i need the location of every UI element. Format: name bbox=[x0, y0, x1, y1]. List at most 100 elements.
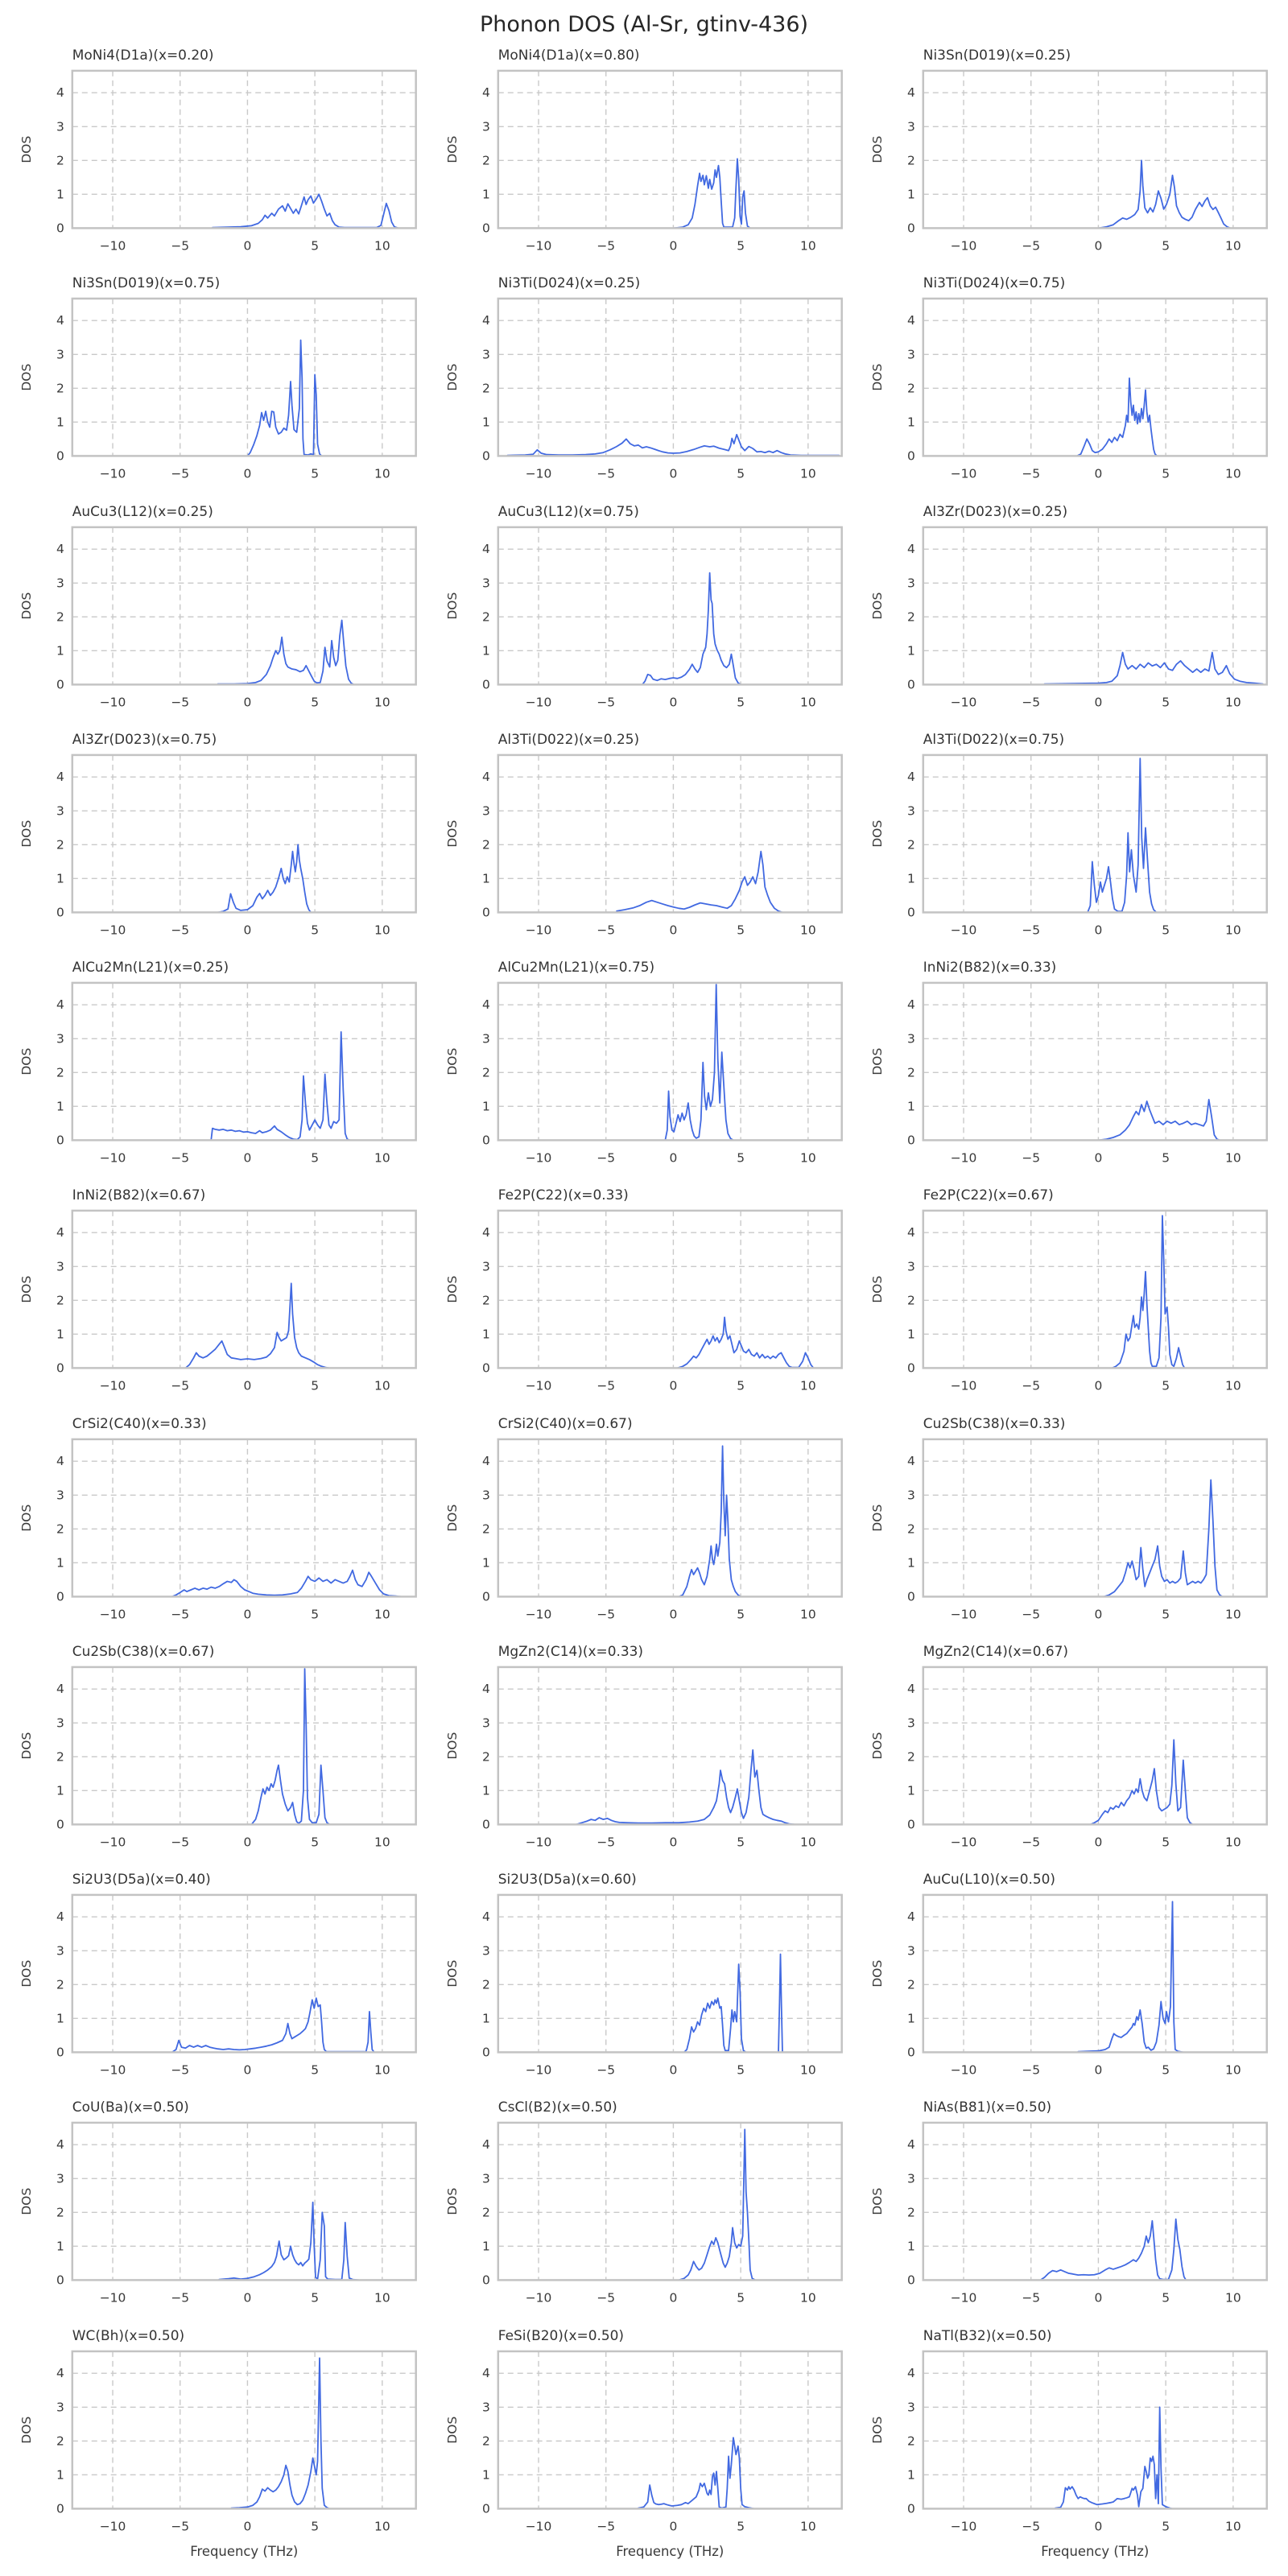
y-tick-label: 1 bbox=[907, 187, 915, 201]
x-tick-label: −10 bbox=[951, 695, 977, 709]
y-tick-label: 0 bbox=[482, 2501, 490, 2516]
x-tick-label: −10 bbox=[951, 1379, 977, 1393]
y-tick-label: 2 bbox=[482, 1294, 490, 1308]
axes-spines bbox=[922, 981, 1269, 1141]
x-tick-label: −10 bbox=[100, 467, 126, 481]
subplot-title: Fe2P(C22)(x=0.33) bbox=[497, 1187, 628, 1203]
x-tick-label: −5 bbox=[597, 238, 615, 253]
x-tick-label: 5 bbox=[1162, 2519, 1170, 2533]
x-tick-label: −10 bbox=[100, 2519, 126, 2533]
dos-plot: WC(Bh)(x=0.50) −10 −5 0 5 10 0 1 2 3 4 DOS Frequency… bbox=[19, 2327, 417, 2559]
y-tick-label: 0 bbox=[907, 2046, 915, 2060]
y-tick-label: 4 bbox=[56, 2366, 64, 2380]
y-tick-label: 0 bbox=[482, 2046, 490, 2060]
x-tick-label: −5 bbox=[1022, 467, 1041, 481]
y-tick-label: 3 bbox=[56, 1943, 64, 1958]
y-tick-label: 0 bbox=[482, 1589, 490, 1604]
subplot-al3zr-d023-x-0-25: Al3Zr(D023)(x=0.25) −10 −5 0 5 10 0 1 2 3 4 DOS bbox=[862, 498, 1277, 726]
x-tick-label: 5 bbox=[311, 2062, 319, 2077]
y-tick-label: 4 bbox=[482, 2366, 490, 2380]
x-tick-label: 5 bbox=[311, 2291, 319, 2306]
y-tick-label: 1 bbox=[56, 1327, 64, 1342]
x-tick-label: 5 bbox=[737, 2519, 745, 2533]
y-axis-label: DOS bbox=[445, 1504, 460, 1531]
x-axis-label: Frequency (THz) bbox=[190, 2544, 298, 2559]
subplot-aucu3-l12-x-0-25: AuCu3(L12)(x=0.25) −10 −5 0 5 10 0 1 2 3 4 DOS bbox=[11, 498, 426, 726]
x-tick-label: 5 bbox=[1162, 238, 1170, 253]
dos-plot: Ni3Sn(D019)(x=0.75) −10 −5 0 5 10 0 1 2 3 4 DOS bbox=[19, 275, 417, 481]
y-tick-label: 2 bbox=[907, 1294, 915, 1308]
x-tick-label: −5 bbox=[1022, 2519, 1041, 2533]
subplot-al3ti-d022-x-0-25: Al3Ti(D022)(x=0.25) −10 −5 0 5 10 0 1 2 3 4 DOS bbox=[437, 726, 852, 954]
y-tick-label: 2 bbox=[482, 837, 490, 852]
axes-spines bbox=[922, 1438, 1269, 1598]
subplot-title: CrSi2(C40)(x=0.33) bbox=[72, 1415, 207, 1431]
y-tick-label: 1 bbox=[482, 2011, 490, 2025]
y-tick-label: 4 bbox=[482, 2138, 490, 2153]
x-tick-label: 10 bbox=[800, 1150, 816, 1165]
x-tick-label: −10 bbox=[100, 238, 126, 253]
y-tick-label: 4 bbox=[56, 1226, 64, 1241]
x-tick-label: 10 bbox=[800, 1607, 816, 1621]
y-tick-label: 4 bbox=[482, 542, 490, 556]
y-axis-label: DOS bbox=[445, 136, 460, 163]
x-tick-label: 0 bbox=[244, 2291, 252, 2306]
x-tick-label: 0 bbox=[244, 1150, 252, 1165]
dos-curve bbox=[1039, 2219, 1187, 2281]
dos-curve bbox=[250, 1667, 331, 1826]
y-tick-label: 3 bbox=[907, 119, 915, 134]
x-tick-label: 5 bbox=[1162, 923, 1170, 937]
y-tick-label: 2 bbox=[482, 1521, 490, 1536]
dos-curve bbox=[184, 1282, 331, 1369]
y-axis-label: DOS bbox=[445, 1732, 460, 1760]
axes-spines bbox=[922, 753, 1269, 914]
y-tick-label: 1 bbox=[56, 2011, 64, 2025]
x-tick-label: 5 bbox=[737, 923, 745, 937]
y-tick-label: 4 bbox=[56, 2138, 64, 2153]
x-tick-label: 0 bbox=[1095, 238, 1103, 253]
x-tick-label: −10 bbox=[525, 1379, 551, 1393]
axes-spines bbox=[922, 1209, 1269, 1369]
y-axis-label: DOS bbox=[19, 592, 34, 619]
x-tick-label: −10 bbox=[951, 1607, 977, 1621]
x-tick-label: −10 bbox=[525, 1607, 551, 1621]
y-tick-label: 0 bbox=[482, 1361, 490, 1376]
dos-plot: AuCu(L10)(x=0.50) −10 −5 0 5 10 0 1 2 3 4 DOS bbox=[870, 1871, 1269, 2077]
y-axis-label: DOS bbox=[870, 1960, 885, 1988]
y-tick-label: 3 bbox=[482, 1943, 490, 1958]
y-tick-label: 3 bbox=[482, 1488, 490, 1502]
x-tick-label: 10 bbox=[800, 1379, 816, 1393]
y-tick-label: 0 bbox=[482, 905, 490, 919]
y-tick-label: 1 bbox=[907, 1099, 915, 1113]
subplot-inni2-b82-x-0-33: InNi2(B82)(x=0.33) −10 −5 0 5 10 0 1 2 3 4 DOS bbox=[862, 954, 1277, 1182]
x-tick-label: 0 bbox=[669, 1150, 677, 1165]
y-tick-label: 4 bbox=[56, 997, 64, 1012]
y-axis-label: DOS bbox=[870, 2416, 885, 2443]
y-tick-label: 2 bbox=[56, 609, 64, 624]
subplot-al3zr-d023-x-0-75: Al3Zr(D023)(x=0.75) −10 −5 0 5 10 0 1 2 3 4 DOS bbox=[11, 726, 426, 954]
y-tick-label: 3 bbox=[56, 1031, 64, 1046]
dos-plot: MgZn2(C14)(x=0.67) −10 −5 0 5 10 0 1 2 3 4 DOS bbox=[870, 1643, 1269, 1849]
subplot-alcu2mn-l21-x-0-75: AlCu2Mn(L21)(x=0.75) −10 −5 0 5 10 0 1 2 3 4 DOS bbox=[437, 954, 852, 1182]
axes-spines bbox=[497, 1666, 843, 1826]
subplot-inni2-b82-x-0-67: InNi2(B82)(x=0.67) −10 −5 0 5 10 0 1 2 3 4 DOS bbox=[11, 1182, 426, 1410]
subplot-title: Cu2Sb(C38)(x=0.33) bbox=[923, 1415, 1066, 1431]
y-axis-label: DOS bbox=[445, 1960, 460, 1988]
dos-curve bbox=[1076, 378, 1158, 457]
y-tick-label: 3 bbox=[482, 1715, 490, 1730]
subplot-cscl-b2-x-0-50: CsCl(B2)(x=0.50) −10 −5 0 5 10 0 1 2 3 4 DOS bbox=[437, 2094, 852, 2322]
dos-curve bbox=[171, 1997, 375, 2054]
dos-plot: MoNi4(D1a)(x=0.20) −10 −5 0 5 10 0 1 2 3 4 DOS bbox=[19, 47, 417, 253]
x-tick-label: 5 bbox=[737, 238, 745, 253]
y-tick-label: 2 bbox=[907, 2206, 915, 2220]
subplot-mgzn2-c14-x-0-33: MgZn2(C14)(x=0.33) −10 −5 0 5 10 0 1 2 3 4 DOS bbox=[437, 1638, 852, 1866]
dos-plot: CsCl(B2)(x=0.50) −10 −5 0 5 10 0 1 2 3 4 DOS bbox=[445, 2099, 843, 2306]
y-tick-label: 3 bbox=[482, 1260, 490, 1274]
y-tick-label: 2 bbox=[56, 1065, 64, 1080]
x-tick-label: 0 bbox=[669, 923, 677, 937]
subplot-title: NiAs(B81)(x=0.50) bbox=[923, 2099, 1051, 2115]
x-tick-label: −10 bbox=[525, 695, 551, 709]
subplot-title: MgZn2(C14)(x=0.33) bbox=[497, 1643, 642, 1659]
axes-spines bbox=[71, 753, 417, 914]
y-tick-label: 2 bbox=[56, 837, 64, 852]
